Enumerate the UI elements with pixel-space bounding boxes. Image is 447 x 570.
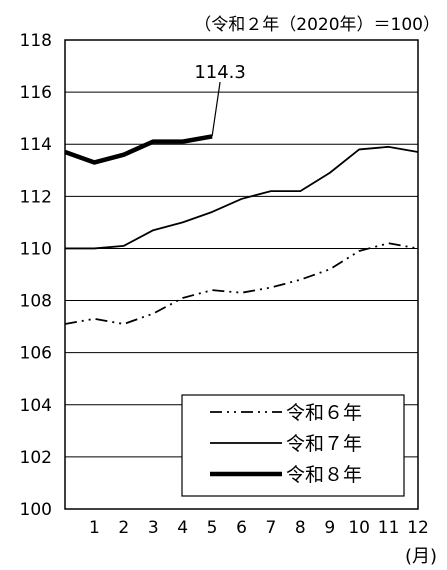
y-axis-ticks: 100 102 104 106 108 110 112 114 116 118: [20, 31, 52, 520]
x-tick-label: 4: [177, 518, 188, 538]
y-tick-label: 114: [20, 135, 52, 155]
legend-label-1: 令和６年: [286, 402, 362, 424]
y-tick-label: 110: [20, 239, 52, 259]
annotation-label: 114.3: [194, 62, 246, 83]
x-tick-label: 1: [89, 518, 100, 538]
y-tick-label: 106: [20, 344, 52, 364]
series-lines: [64, 134, 419, 325]
series-line-2: [65, 145, 419, 250]
y-tick-label: 102: [20, 448, 52, 468]
legend-label-3: 令和８年: [286, 464, 362, 486]
y-tick-label: 112: [20, 187, 52, 207]
x-axis-unit-label: (月): [405, 546, 437, 567]
x-tick-label: 5: [207, 518, 218, 538]
plot-frame: [64, 39, 419, 510]
x-tick-label: 7: [266, 518, 277, 538]
y-tick-label: 118: [20, 31, 52, 51]
annotation-leader: [211, 81, 221, 137]
series-line-1: [64, 242, 419, 325]
base-year-note: （令和２年（2020年）＝100）: [194, 15, 440, 35]
x-axis-ticks: 1 2 3 4 5 6 7 8 9 10 11 12: [89, 518, 429, 538]
y-tick-label: 108: [20, 292, 52, 312]
legend-label-2: 令和７年: [286, 433, 362, 455]
series-line-3: [64, 134, 213, 165]
x-tick-label: 3: [148, 518, 159, 538]
y-tick-label: 104: [20, 396, 52, 416]
x-tick-label: 2: [118, 518, 129, 538]
gridlines: [65, 91, 418, 458]
y-tick-label: 116: [20, 83, 52, 103]
x-tick-label: 12: [407, 518, 429, 538]
x-tick-label: 6: [236, 518, 247, 538]
x-tick-label: 8: [295, 518, 306, 538]
legend-box: [181, 394, 405, 497]
annotation: 114.3: [194, 62, 246, 137]
y-tick-label: 100: [20, 500, 52, 520]
x-tick-label: 11: [378, 518, 400, 538]
x-tick-label: 10: [348, 518, 370, 538]
x-tick-label: 9: [324, 518, 335, 538]
